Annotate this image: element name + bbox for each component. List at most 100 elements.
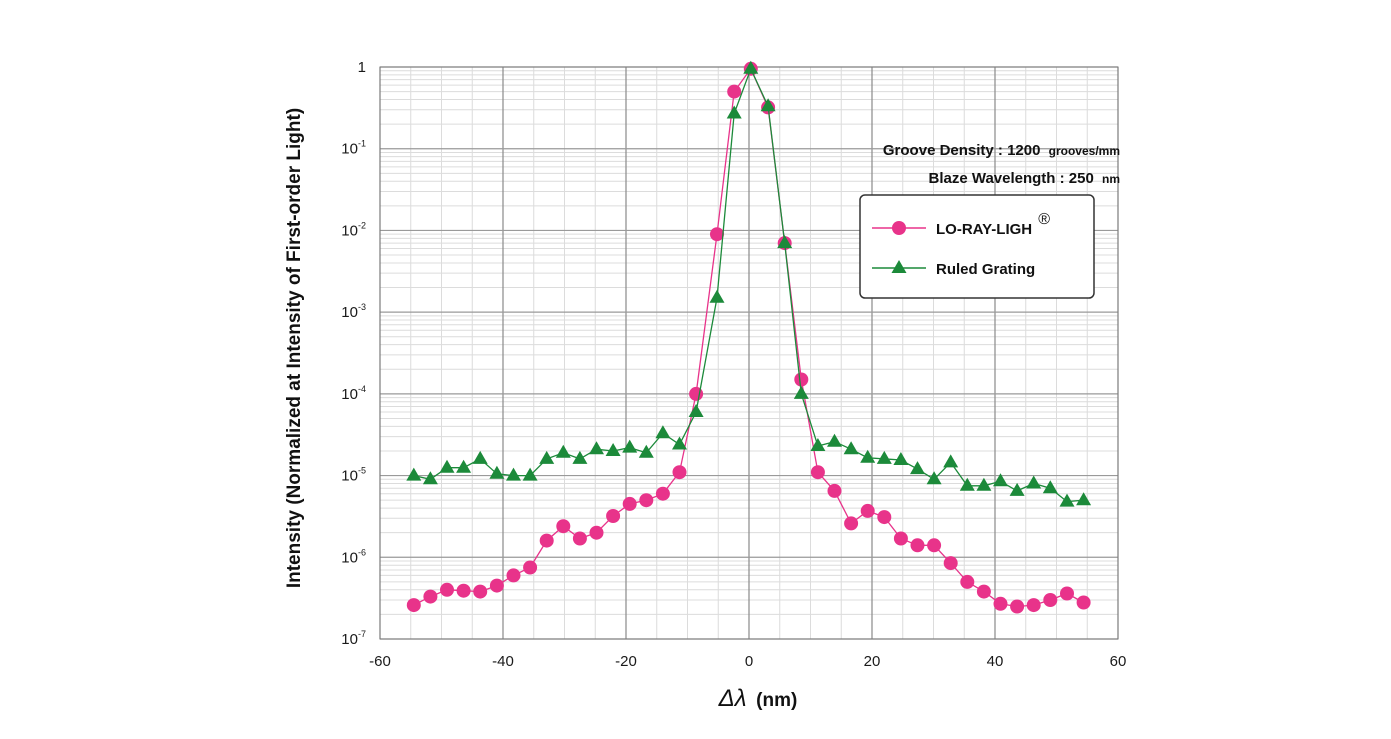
- data-point-triangle: [506, 467, 521, 481]
- y-tick-label: 10-3: [341, 302, 366, 321]
- data-point-circle: [1076, 595, 1091, 610]
- data-point-triangle: [1042, 480, 1058, 494]
- y-tick-label: 10-2: [341, 220, 366, 239]
- blaze-wavelength-annotation: Blaze Wavelength : 250 nm: [928, 170, 1120, 187]
- data-point-triangle: [539, 450, 555, 464]
- data-point-triangle: [638, 444, 654, 458]
- y-tick-label: 10-5: [341, 466, 366, 485]
- data-point-circle: [727, 84, 742, 99]
- x-axis-title-symbol: Δλ: [718, 685, 747, 712]
- data-point-circle: [556, 519, 571, 534]
- y-tick-exponent: -6: [358, 547, 366, 557]
- y-tick-exponent: -1: [358, 139, 366, 149]
- data-point-triangle: [472, 450, 488, 464]
- data-point-triangle: [1059, 493, 1075, 507]
- y-tick-base: 10: [341, 141, 358, 158]
- x-tick-label: -40: [492, 653, 514, 670]
- data-point-circle: [489, 578, 504, 593]
- legend-marker-ruled: [891, 260, 907, 273]
- data-point-triangle: [655, 425, 671, 439]
- data-point-circle: [689, 386, 704, 401]
- legend-label-loray-mark: ®: [1038, 211, 1050, 228]
- y-tick-base: 10: [341, 468, 358, 485]
- y-tick-label: 10-7: [341, 629, 366, 648]
- x-tick-label: 40: [987, 653, 1004, 670]
- data-point-triangle: [572, 450, 588, 464]
- data-point-triangle: [439, 459, 455, 473]
- data-point-triangle: [876, 450, 892, 464]
- data-point-triangle: [943, 454, 959, 468]
- legend: LO-RAY-LIGH ® Ruled Grating: [859, 194, 1095, 299]
- y-tick-base: 10: [341, 631, 358, 648]
- data-point-circle: [976, 584, 991, 599]
- x-axis-title: Δλ (nm): [718, 685, 798, 712]
- data-point-circle: [539, 533, 554, 548]
- data-point-triangle: [860, 449, 876, 463]
- x-tick-label: -60: [369, 653, 391, 670]
- data-point-triangle: [672, 436, 687, 450]
- data-point-circle: [655, 486, 670, 501]
- blaze-wavelength-unit: nm: [1102, 172, 1120, 186]
- data-point-circle: [1026, 598, 1041, 613]
- data-point-triangle: [709, 289, 725, 303]
- data-point-circle: [473, 584, 488, 599]
- legend-label-loray-name: LO-RAY-LIGH: [936, 221, 1032, 238]
- y-tick-exponent: -3: [358, 302, 366, 312]
- groove-density-annotation: Groove Density : 1200 grooves/mm: [883, 142, 1120, 159]
- data-point-triangle: [777, 235, 793, 249]
- data-point-circle: [710, 227, 724, 242]
- data-point-circle: [827, 483, 842, 498]
- data-point-circle: [406, 598, 421, 613]
- y-tick-base: 1: [358, 59, 366, 76]
- data-point-circle: [877, 510, 892, 525]
- y-tick-exponent: -7: [358, 629, 366, 639]
- y-tick-exponent: -4: [358, 384, 366, 394]
- y-tick-exponent: -2: [358, 220, 366, 230]
- data-point-circle: [893, 531, 908, 546]
- data-point-triangle: [1009, 482, 1025, 496]
- data-point-circle: [1060, 586, 1074, 601]
- data-point-triangle: [489, 465, 505, 479]
- data-point-circle: [1010, 599, 1025, 614]
- legend-label-ruled: Ruled Grating: [936, 261, 1035, 278]
- data-point-triangle: [726, 105, 742, 119]
- series-loray: [406, 61, 1091, 614]
- data-point-circle: [810, 465, 825, 480]
- data-point-triangle: [760, 98, 776, 112]
- data-point-circle: [456, 583, 471, 598]
- blaze-wavelength-label: Blaze Wavelength : 250: [928, 170, 1093, 187]
- data-point-triangle: [555, 444, 571, 458]
- y-tick-base: 10: [341, 549, 358, 566]
- data-point-triangle: [976, 477, 992, 491]
- data-point-triangle: [843, 441, 859, 455]
- data-point-circle: [1043, 593, 1058, 607]
- data-point-triangle: [1076, 492, 1092, 506]
- data-point-triangle: [622, 439, 638, 453]
- x-tick-label: 20: [864, 653, 881, 670]
- legend-marker-loray: [892, 221, 906, 235]
- series-layer: [406, 60, 1092, 614]
- y-tick-label: 1: [358, 59, 366, 76]
- data-point-triangle: [893, 452, 909, 465]
- data-point-triangle: [827, 433, 842, 447]
- x-tick-label: -20: [615, 653, 637, 670]
- data-point-triangle: [589, 441, 604, 455]
- data-point-circle: [523, 560, 538, 575]
- y-tick-base: 10: [341, 304, 358, 321]
- series-ruled: [406, 60, 1092, 507]
- legend-box: [859, 194, 1095, 299]
- y-tick-label: 10-4: [341, 384, 366, 403]
- data-point-triangle: [743, 60, 759, 74]
- data-point-triangle: [793, 385, 809, 399]
- x-tick-label: 0: [745, 653, 753, 670]
- data-point-circle: [606, 509, 621, 523]
- y-tick-label: 10-6: [341, 547, 366, 566]
- y-axis-ticks: 110-110-210-310-410-510-610-7: [341, 59, 366, 648]
- data-point-triangle: [456, 459, 472, 473]
- data-point-triangle: [688, 404, 704, 417]
- data-point-triangle: [605, 443, 621, 456]
- data-point-triangle: [993, 473, 1008, 487]
- data-point-circle: [572, 531, 587, 546]
- y-axis-title: Intensity (Normalized at Intensity of Fi…: [284, 108, 305, 588]
